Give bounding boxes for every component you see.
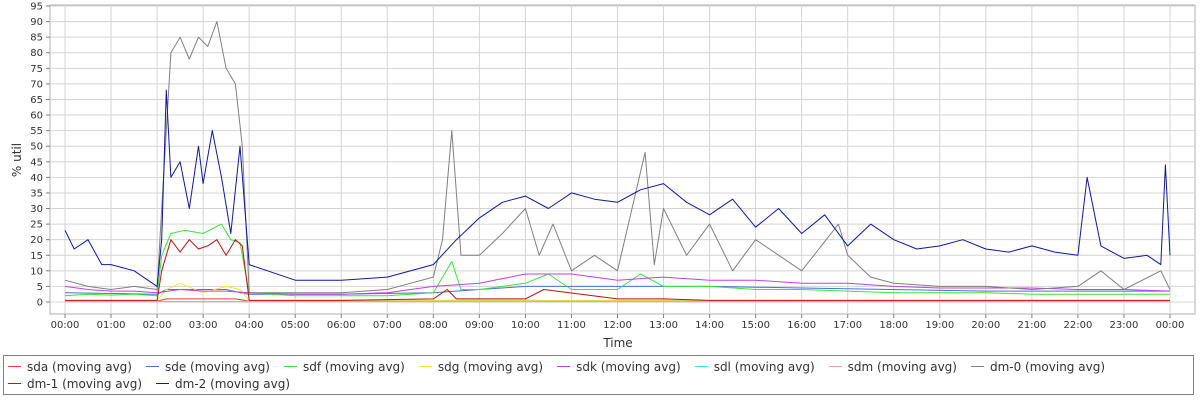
x-tick-label: 00:00 bbox=[1156, 320, 1185, 331]
line-chart: 0 5 10 15 20 25 30 35 40 45 50 55 60 65 70 75 80 85 90 95 0… bbox=[10, 2, 1196, 350]
legend-swatch bbox=[694, 366, 708, 367]
legend-swatch bbox=[557, 366, 571, 367]
legend-swatch bbox=[970, 366, 984, 367]
y-tick-label: 30 bbox=[30, 204, 43, 215]
x-tick-label: 23:00 bbox=[1110, 320, 1139, 331]
series-lines bbox=[64, 21, 1171, 303]
y-tick-label: 60 bbox=[30, 111, 43, 122]
legend-item: sde (moving avg) bbox=[145, 358, 270, 375]
legend-swatch bbox=[156, 383, 170, 384]
series-line-sdf bbox=[64, 223, 1170, 297]
legend-item: sdf (moving avg) bbox=[284, 358, 405, 375]
series-line-sde bbox=[64, 285, 1170, 295]
y-tick-label: 10 bbox=[30, 266, 43, 277]
legend-item: sdl (moving avg) bbox=[694, 358, 815, 375]
x-tick-label: 06:00 bbox=[327, 320, 356, 331]
y-tick-label: 95 bbox=[30, 2, 43, 13]
x-tick-label: 01:00 bbox=[97, 320, 126, 331]
legend-swatch bbox=[828, 366, 842, 367]
series-line-dm-1 bbox=[65, 239, 1170, 301]
x-axis-ticks: 00:00 01:00 02:00 03:00 04:00 05:00 06:00 07:00… bbox=[51, 314, 1185, 331]
x-tick-label: 15:00 bbox=[741, 320, 770, 331]
series-line-dm-0 bbox=[64, 21, 1171, 294]
y-tick-label: 35 bbox=[30, 188, 43, 199]
y-tick-label: 40 bbox=[30, 173, 43, 184]
series-line-sdk bbox=[64, 273, 1171, 295]
legend-label: sdf (moving avg) bbox=[303, 359, 405, 374]
y-tick-label: 85 bbox=[30, 33, 43, 44]
x-tick-label: 08:00 bbox=[419, 320, 448, 331]
x-tick-label: 02:00 bbox=[143, 320, 172, 331]
x-tick-label: 21:00 bbox=[1017, 320, 1046, 331]
legend-item: dm-2 (moving avg) bbox=[156, 375, 290, 392]
x-tick-label: 11:00 bbox=[557, 320, 586, 331]
y-axis-ticks: 0 5 10 15 20 25 30 35 40 45 50 55 60 65 70 75 80 85 90 95 bbox=[30, 2, 50, 309]
x-tick-label: 20:00 bbox=[971, 320, 1000, 331]
legend-label: sda (moving avg) bbox=[27, 359, 132, 374]
legend-swatch bbox=[418, 366, 432, 367]
legend-item: sdk (moving avg) bbox=[557, 358, 681, 375]
legend-item: sda (moving avg) bbox=[8, 358, 132, 375]
legend-label: dm-0 (moving avg) bbox=[989, 359, 1105, 374]
legend-label: dm-1 (moving avg) bbox=[27, 376, 143, 391]
legend-swatch bbox=[145, 366, 159, 367]
x-tick-label: 16:00 bbox=[787, 320, 816, 331]
legend-item: sdg (moving avg) bbox=[418, 358, 544, 375]
x-tick-label: 13:00 bbox=[649, 320, 678, 331]
y-tick-label: 55 bbox=[30, 126, 43, 137]
y-tick-label: 0 bbox=[37, 298, 43, 309]
y-tick-label: 25 bbox=[30, 220, 43, 231]
legend-swatch bbox=[284, 366, 297, 367]
y-tick-label: 45 bbox=[30, 157, 43, 168]
x-tick-label: 00:00 bbox=[51, 320, 80, 331]
legend-swatch bbox=[8, 383, 21, 384]
legend-label: sdl (moving avg) bbox=[713, 359, 815, 374]
plot-area-background bbox=[49, 4, 1196, 315]
legend-swatch bbox=[8, 366, 21, 367]
x-tick-label: 09:00 bbox=[465, 320, 494, 331]
x-tick-label: 04:00 bbox=[235, 320, 264, 331]
y-tick-label: 15 bbox=[30, 251, 43, 262]
y-tick-label: 70 bbox=[30, 79, 43, 90]
x-tick-label: 22:00 bbox=[1064, 320, 1093, 331]
y-tick-label: 65 bbox=[30, 95, 43, 106]
x-tick-label: 12:00 bbox=[603, 320, 632, 331]
x-tick-label: 17:00 bbox=[833, 320, 862, 331]
x-axis-title: Time bbox=[602, 336, 632, 350]
y-axis-title: % util bbox=[10, 143, 24, 177]
series-line-dm-2 bbox=[64, 89, 1171, 287]
legend: sda (moving avg) sde (moving avg) sdf (mov… bbox=[3, 355, 1194, 395]
y-tick-label: 90 bbox=[30, 17, 43, 28]
x-tick-label: 18:00 bbox=[879, 320, 908, 331]
y-tick-label: 5 bbox=[37, 282, 43, 293]
legend-item: sdm (moving avg) bbox=[828, 358, 957, 375]
legend-label: dm-2 (moving avg) bbox=[175, 376, 291, 391]
legend-label: sde (moving avg) bbox=[164, 359, 270, 374]
legend-item: dm-0 (moving avg) bbox=[970, 358, 1105, 375]
x-tick-label: 14:00 bbox=[695, 320, 724, 331]
y-tick-label: 50 bbox=[30, 142, 43, 153]
legend-label: sdk (moving avg) bbox=[576, 359, 681, 374]
legend-item: dm-1 (moving avg) bbox=[8, 375, 142, 392]
x-tick-label: 10:00 bbox=[511, 320, 540, 331]
x-tick-label: 05:00 bbox=[281, 320, 310, 331]
legend-label: sdg (moving avg) bbox=[437, 359, 544, 374]
y-tick-label: 20 bbox=[30, 235, 43, 246]
x-tick-label: 03:00 bbox=[189, 320, 218, 331]
y-tick-label: 80 bbox=[30, 48, 43, 59]
legend-label: sdm (moving avg) bbox=[847, 359, 957, 374]
x-tick-label: 19:00 bbox=[925, 320, 954, 331]
x-tick-label: 07:00 bbox=[373, 320, 402, 331]
y-tick-label: 75 bbox=[30, 64, 43, 75]
